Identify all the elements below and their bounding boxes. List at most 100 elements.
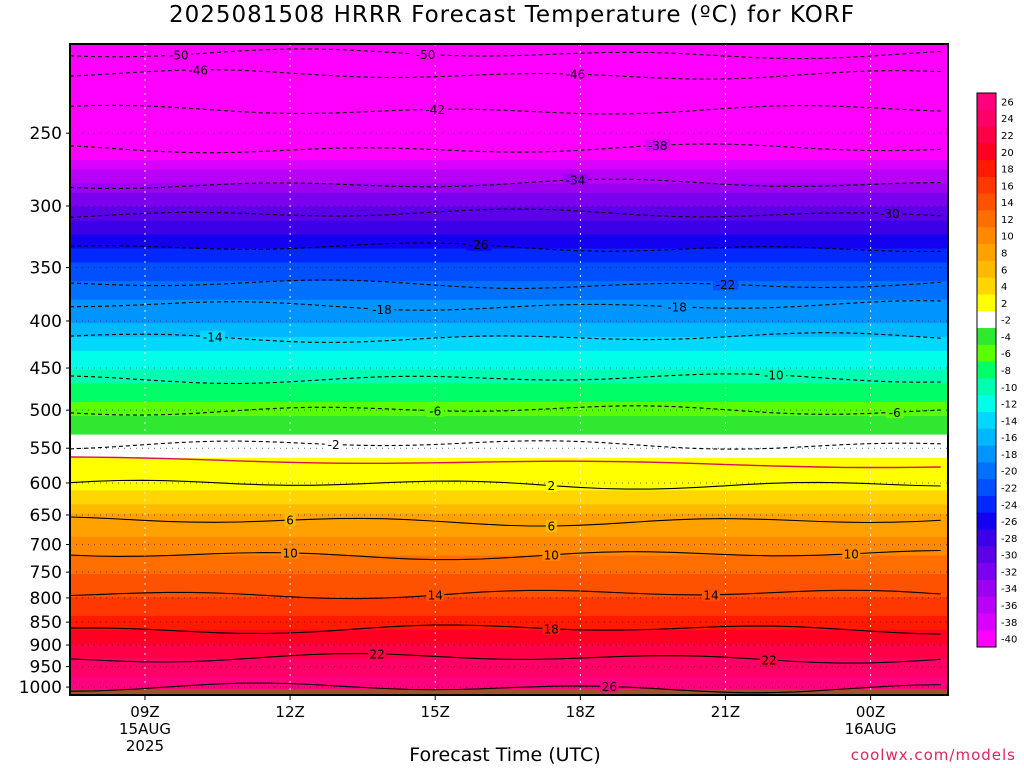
temperature-band [70, 592, 948, 598]
contour-label: -30 [880, 207, 900, 221]
temperature-band [70, 57, 948, 64]
temperature-band [70, 350, 948, 357]
colorbar-label: 16 [1001, 181, 1014, 192]
colorbar-label: 14 [1001, 198, 1014, 209]
contour-label-bg [281, 546, 300, 559]
y-tick-label: 650 [30, 506, 62, 526]
temperature-band [70, 90, 948, 96]
contour-label-bg [885, 406, 904, 419]
contour-label-bg [369, 303, 395, 316]
contour-label-bg [563, 68, 589, 81]
isotherm-line [70, 624, 941, 635]
temperature-band [70, 369, 948, 375]
colorbar-swatch [977, 176, 996, 195]
y-tick-label: 1000 [19, 678, 62, 698]
temperature-band [70, 411, 948, 417]
contour-label: -10 [764, 368, 784, 382]
temperature-band [70, 109, 948, 115]
contour-label: -50 [953, 44, 973, 58]
plot-frame [69, 43, 949, 696]
contour-label: 14 [703, 588, 718, 602]
temperature-band [70, 667, 948, 673]
colorbar-label: -14 [1001, 416, 1017, 427]
colorbar-swatch [977, 579, 996, 598]
temperature-band [70, 332, 948, 338]
contour-label: -22 [716, 278, 736, 292]
temperature-band [70, 611, 948, 617]
temperature-band [70, 420, 948, 426]
y-tick-label: 450 [30, 359, 62, 379]
colorbar-swatch [977, 160, 996, 178]
colorbar-swatch [977, 411, 996, 430]
colorbar-label: -32 [1001, 567, 1017, 578]
temperature-band [70, 564, 948, 571]
temperature-band [70, 299, 948, 305]
temperature-band [70, 220, 948, 226]
temperature-band [70, 81, 948, 87]
temperature-band [70, 271, 948, 278]
temperature-band [70, 467, 948, 473]
isotherm-contours: -50 -50 -50-46 -46 -46-42-38-34 -34-30-26-22-… [70, 44, 973, 694]
temperature-band [70, 327, 948, 333]
temperature-band [70, 383, 948, 389]
temperature-band [70, 62, 948, 68]
contour-label-bg [413, 48, 439, 61]
colorbar-swatch [977, 93, 996, 111]
colorbar-swatch [977, 328, 996, 346]
colorbar-label: 4 [1001, 282, 1007, 293]
temperature-band [70, 597, 948, 603]
temperature-band [70, 671, 948, 677]
temperature-band [70, 532, 948, 538]
temperature-band [70, 178, 948, 185]
temperature-band [70, 606, 948, 612]
isotherm-line [70, 589, 941, 600]
temperature-band [70, 602, 948, 608]
x-tick-label: 00Z [856, 703, 885, 721]
colorbar-swatch [977, 109, 996, 128]
contour-label: -42 [425, 103, 445, 117]
colorbar-label: -26 [1001, 517, 1017, 528]
contour-label-bg [545, 479, 557, 492]
temperature-band [70, 546, 948, 552]
colorbar-label: 22 [1001, 131, 1014, 142]
contour-label: 10 [544, 548, 559, 562]
contour-label-bg [545, 520, 557, 533]
colorbar-label: -22 [1001, 484, 1017, 495]
temperature-band [70, 639, 948, 645]
isotherm-line [70, 405, 941, 416]
temperature-band [70, 169, 948, 175]
contour-label: 6 [548, 520, 556, 534]
temperature-band [70, 434, 948, 440]
colorbar-label: -4 [1001, 332, 1011, 343]
isotherm-line [70, 242, 941, 253]
temperature-band [70, 174, 948, 180]
freezing-line [70, 456, 941, 469]
temperature-band [70, 257, 948, 264]
temperature-band [70, 443, 948, 450]
temperature-band [70, 504, 948, 510]
x-axis-label: Forecast Time (UTC) [409, 744, 601, 766]
temperature-band [70, 243, 948, 250]
colorbar-swatch [977, 361, 996, 379]
temperature-band [70, 634, 948, 640]
isotherm-line [70, 48, 941, 60]
temperature-band [70, 118, 948, 124]
isotherm-line [70, 549, 941, 561]
temperature-band [70, 267, 948, 273]
x-tick-label: 12Z [275, 703, 304, 721]
temperature-band [70, 648, 948, 654]
contour-label-bg [368, 647, 387, 660]
temperature-band [70, 495, 948, 501]
contour-label: -2 [328, 438, 340, 452]
colorbar-swatch [977, 445, 996, 463]
temperature-band [70, 262, 948, 268]
colorbar-frame [976, 92, 997, 648]
temperature-band [70, 141, 948, 147]
y-tick-label: 900 [30, 636, 62, 656]
colorbar-label: -6 [1001, 349, 1011, 360]
temperature-band [70, 615, 948, 622]
temperature-band [70, 304, 948, 310]
temperature-band [70, 202, 948, 208]
x-tick-label: 15Z [421, 703, 450, 721]
colorbar-label: 12 [1001, 215, 1014, 226]
